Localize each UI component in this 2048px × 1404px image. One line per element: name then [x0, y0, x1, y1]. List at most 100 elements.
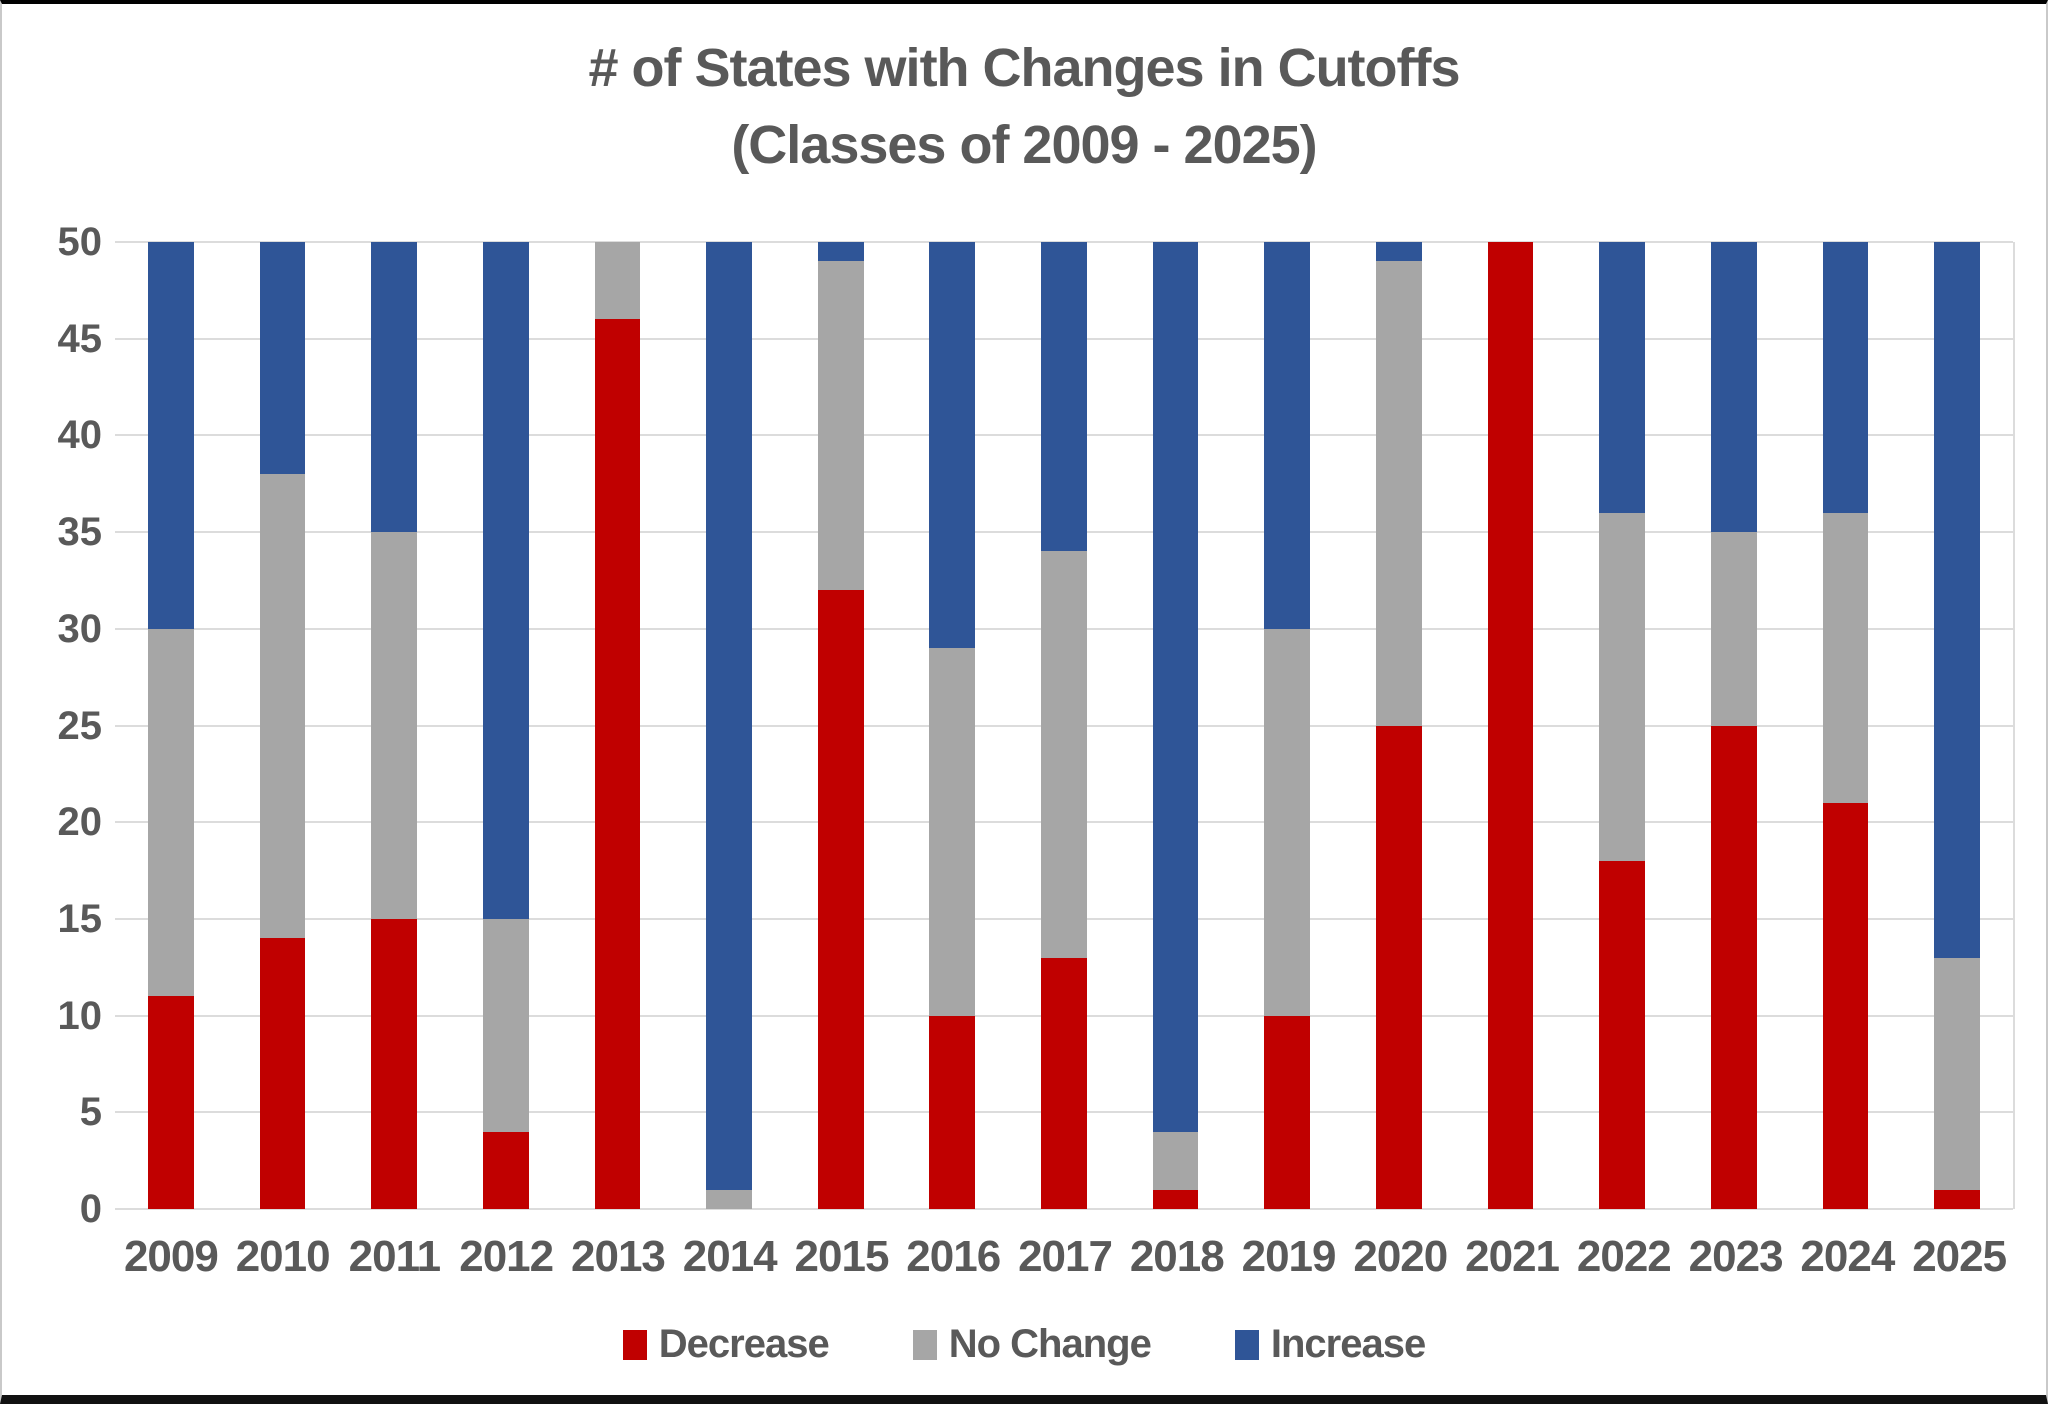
x-tick-label-2009: 2009 — [123, 1232, 219, 1281]
bar-stack-2023 — [1710, 242, 1757, 1209]
bar-segment-2024-increase — [1822, 242, 1869, 513]
bar-segment-2016-increase — [929, 242, 976, 649]
bar-segment-2022-increase — [1599, 242, 1646, 513]
bar-stack-2022 — [1599, 242, 1646, 1209]
x-tick-label-2016: 2016 — [906, 1232, 1001, 1281]
bar-stack-2016 — [929, 242, 976, 1209]
bar-segment-2019-no-change — [1264, 628, 1311, 1016]
legend-label-decrease: Decrease — [658, 1322, 830, 1366]
x-tick-label-2019: 2019 — [1241, 1232, 1337, 1281]
y-tick-label-45: 45 — [57, 316, 103, 361]
chart-title-line2: (Classes of 2009 - 2025) — [731, 114, 1317, 175]
plot-area — [115, 241, 2015, 1210]
legend: Decrease No Change Increase — [2, 1322, 2046, 1367]
bar-stack-2009 — [147, 242, 194, 1209]
chart-title-line1: # of States with Changes in Cutoffs — [588, 38, 1460, 98]
bar-segment-2014-no-change — [706, 1189, 752, 1209]
bar-slot-2019 — [1231, 242, 1343, 1209]
bar-segment-2018-decrease — [1152, 1189, 1199, 1209]
y-tick-label-15: 15 — [57, 896, 103, 941]
legend-item-increase: Increase — [1234, 1322, 1426, 1367]
bar-segment-2013-no-change — [594, 242, 641, 320]
bar-segment-2012-no-change — [482, 918, 529, 1132]
bar-segment-2015-decrease — [817, 590, 864, 1209]
bar-segment-2017-no-change — [1041, 551, 1087, 958]
legend-swatch-no-change — [912, 1329, 937, 1360]
y-tick-label-0: 0 — [79, 1187, 102, 1231]
bar-stack-2024 — [1822, 242, 1869, 1209]
bar-segment-2025-increase — [1934, 242, 1980, 958]
x-tick-label-2020: 2020 — [1353, 1232, 1448, 1281]
bar-slot-2017 — [1008, 242, 1120, 1209]
bar-stack-2017 — [1041, 242, 1087, 1209]
y-tick-label-10: 10 — [57, 993, 103, 1038]
y-tick-label-30: 30 — [57, 606, 103, 651]
bar-segment-2020-decrease — [1375, 725, 1422, 1209]
bar-slot-2022 — [1566, 242, 1678, 1209]
bar-segment-2016-decrease — [929, 1015, 976, 1209]
x-axis: 2009 2010 2011 2012 2013 2014 2015 2016 2017 2018… — [115, 1232, 2015, 1282]
bar-slot-2020 — [1343, 242, 1455, 1209]
x-tick-label-2012: 2012 — [459, 1232, 554, 1281]
bar-stack-2011 — [371, 242, 417, 1209]
y-tick-label-20: 20 — [57, 800, 103, 845]
bar-segment-2018-no-change — [1152, 1131, 1199, 1190]
legend-swatch-decrease — [622, 1329, 647, 1360]
bar-stack-2019 — [1264, 242, 1311, 1209]
bar-segment-2011-decrease — [371, 918, 417, 1209]
bar-segment-2017-increase — [1041, 242, 1087, 552]
bar-slot-2013 — [562, 242, 674, 1209]
x-tick-label-2025: 2025 — [1912, 1232, 2007, 1281]
gridline-0 — [115, 1208, 2013, 1210]
bar-segment-2023-increase — [1710, 242, 1757, 533]
bar-segment-2016-no-change — [929, 648, 976, 1016]
bar-segment-2015-no-change — [817, 261, 864, 591]
bar-segment-2022-decrease — [1599, 860, 1646, 1209]
bar-stack-2013 — [594, 242, 641, 1209]
bar-slot-2015 — [785, 242, 897, 1209]
bar-slot-2021 — [1455, 242, 1567, 1209]
bar-segment-2019-decrease — [1264, 1015, 1311, 1209]
bar-segment-2024-decrease — [1822, 802, 1869, 1209]
bar-slot-2023 — [1678, 242, 1790, 1209]
bar-slot-2016 — [896, 242, 1008, 1209]
bar-segment-2010-decrease — [259, 938, 306, 1209]
bar-slot-2018 — [1120, 242, 1232, 1209]
bar-segment-2017-decrease — [1041, 957, 1087, 1209]
y-tick-label-40: 40 — [57, 413, 103, 458]
y-tick-label-25: 25 — [57, 703, 103, 748]
bar-segment-2023-decrease — [1710, 725, 1757, 1209]
bar-segment-2018-increase — [1152, 242, 1199, 1132]
bars-container — [115, 242, 2013, 1209]
bar-segment-2020-increase — [1375, 242, 1422, 262]
x-tick-label-2021: 2021 — [1465, 1232, 1560, 1281]
x-tick-label-2023: 2023 — [1688, 1232, 1784, 1281]
y-tick-label-5: 5 — [79, 1090, 102, 1135]
bar-segment-2021-decrease — [1487, 242, 1534, 1209]
x-tick-label-2010: 2010 — [235, 1232, 331, 1281]
legend-swatch-increase — [1234, 1329, 1259, 1360]
bar-segment-2011-increase — [371, 242, 417, 533]
y-tick-label-50: 50 — [57, 220, 103, 264]
bar-stack-2010 — [259, 242, 306, 1209]
bar-segment-2009-no-change — [147, 628, 194, 997]
x-tick-label-2018: 2018 — [1129, 1232, 1225, 1281]
x-tick-label-2011: 2011 — [348, 1232, 441, 1281]
bar-segment-2022-no-change — [1599, 512, 1646, 861]
x-tick-label-2022: 2022 — [1576, 1232, 1672, 1281]
bar-stack-2014 — [706, 242, 752, 1209]
y-tick-label-35: 35 — [57, 510, 103, 555]
bar-segment-2011-no-change — [371, 532, 417, 919]
bar-segment-2012-increase — [482, 242, 529, 919]
legend-label-no-change: No Change — [948, 1322, 1152, 1366]
bar-slot-2010 — [227, 242, 339, 1209]
bar-segment-2025-no-change — [1934, 957, 1980, 1190]
bar-segment-2010-increase — [259, 242, 306, 475]
legend-item-no-change: No Change — [912, 1322, 1152, 1367]
bar-segment-2015-increase — [817, 242, 864, 262]
bar-segment-2024-no-change — [1822, 512, 1869, 803]
x-tick-label-2017: 2017 — [1018, 1232, 1113, 1281]
x-tick-label-2014: 2014 — [682, 1232, 778, 1281]
bar-segment-2019-increase — [1264, 242, 1311, 629]
